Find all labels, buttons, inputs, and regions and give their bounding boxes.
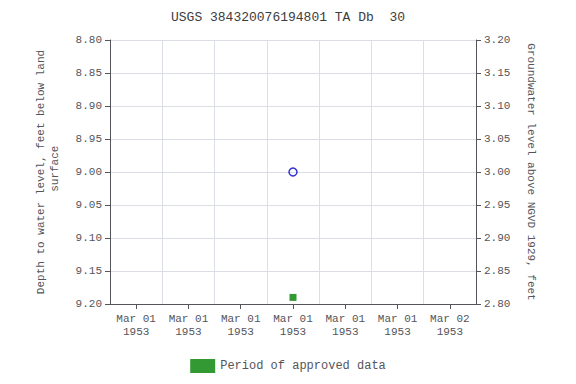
svg-text:1953: 1953 <box>437 326 463 338</box>
svg-text:2.80: 2.80 <box>484 298 510 310</box>
svg-text:3.15: 3.15 <box>484 67 510 79</box>
svg-text:Period of approved data: Period of approved data <box>220 359 386 373</box>
svg-text:9.00: 9.00 <box>76 166 102 178</box>
svg-text:3.20: 3.20 <box>484 34 510 46</box>
svg-text:8.85: 8.85 <box>76 67 102 79</box>
svg-text:3.00: 3.00 <box>484 166 510 178</box>
svg-text:1953: 1953 <box>384 326 410 338</box>
svg-text:9.20: 9.20 <box>76 298 102 310</box>
svg-text:2.85: 2.85 <box>484 265 510 277</box>
svg-text:Mar 01: Mar 01 <box>273 313 313 325</box>
svg-text:Depth to water level, feet bel: Depth to water level, feet below land <box>35 50 47 294</box>
svg-text:Mar 01: Mar 01 <box>116 313 156 325</box>
svg-text:9.15: 9.15 <box>76 265 102 277</box>
svg-text:Mar 01: Mar 01 <box>325 313 365 325</box>
svg-text:1953: 1953 <box>280 326 306 338</box>
svg-text:Mar 02: Mar 02 <box>430 313 470 325</box>
svg-text:1953: 1953 <box>228 326 254 338</box>
svg-text:3.10: 3.10 <box>484 100 510 112</box>
svg-text:9.10: 9.10 <box>76 232 102 244</box>
svg-text:8.90: 8.90 <box>76 100 102 112</box>
svg-text:2.95: 2.95 <box>484 199 510 211</box>
svg-text:Mar 01: Mar 01 <box>221 313 261 325</box>
svg-text:8.95: 8.95 <box>76 133 102 145</box>
svg-text:1953: 1953 <box>332 326 358 338</box>
svg-text:Mar 01: Mar 01 <box>378 313 418 325</box>
svg-text:8.80: 8.80 <box>76 34 102 46</box>
svg-text:9.05: 9.05 <box>76 199 102 211</box>
svg-text:1953: 1953 <box>123 326 149 338</box>
svg-text:1953: 1953 <box>175 326 201 338</box>
svg-text:2.90: 2.90 <box>484 232 510 244</box>
svg-text:Groundwater level above NGVD 1: Groundwater level above NGVD 1929, feet <box>525 43 537 300</box>
svg-text:USGS 384320076194801 TA Db 30: USGS 384320076194801 TA Db 30 <box>171 10 405 25</box>
svg-text:surface: surface <box>49 146 61 199</box>
svg-text:3.05: 3.05 <box>484 133 510 145</box>
svg-text:Mar 01: Mar 01 <box>169 313 209 325</box>
